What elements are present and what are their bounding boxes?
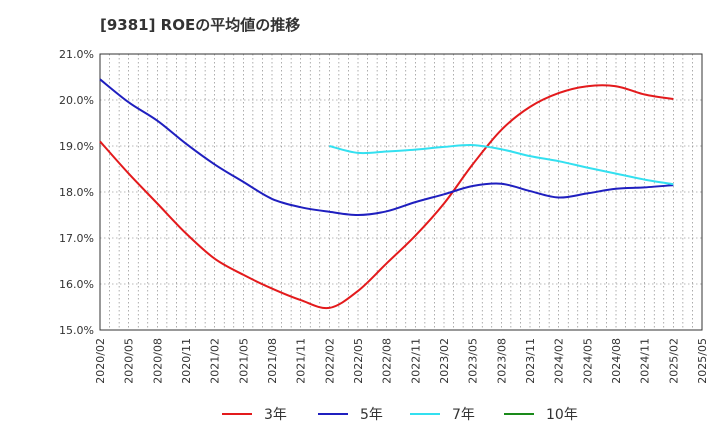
legend-label-1: 3年	[264, 407, 287, 423]
x-tick-label: 2021/08	[266, 338, 279, 384]
x-tick-label: 2023/05	[467, 338, 480, 384]
x-tick-label: 2021/11	[295, 338, 308, 384]
x-tick-label: 2025/02	[667, 338, 680, 384]
x-tick-label: 2024/08	[610, 338, 623, 384]
x-tick-label: 2020/11	[180, 338, 193, 384]
x-tick-label: 2023/02	[438, 338, 451, 384]
x-tick-label: 2023/08	[495, 338, 508, 384]
x-tick-label: 2024/11	[639, 338, 652, 384]
x-tick-label: 2024/02	[553, 338, 566, 384]
y-tick-label: 16.0%	[59, 278, 94, 291]
series-line-3	[329, 144, 674, 186]
x-tick-label: 2022/11	[409, 338, 422, 384]
y-tick-label: 18.0%	[59, 186, 94, 199]
series-line-2	[99, 78, 674, 217]
legend-label-4: 10年	[546, 407, 578, 423]
plot-frame	[99, 53, 703, 331]
y-tick-label: 21.0%	[59, 48, 94, 61]
y-tick-label: 20.0%	[59, 94, 94, 107]
x-tick-label: 2023/11	[524, 338, 537, 384]
legend-label-3: 7年	[452, 407, 475, 423]
x-tick-label: 2022/02	[323, 338, 336, 384]
x-tick-label: 2020/08	[151, 338, 164, 384]
x-tick-label: 2021/05	[237, 338, 250, 384]
x-tick-label: 2025/05	[696, 338, 709, 384]
x-tick-label: 2022/08	[381, 338, 394, 384]
y-tick-label: 17.0%	[59, 232, 94, 245]
x-tick-label: 2022/05	[352, 338, 365, 384]
x-tick-label: 2024/05	[581, 338, 594, 384]
y-tick-label: 15.0%	[59, 324, 94, 337]
x-tick-label: 2020/02	[94, 338, 107, 384]
series-line-1	[99, 84, 674, 310]
chart-title: [9381] ROEの平均値の推移	[100, 16, 301, 34]
x-tick-label: 2021/02	[209, 338, 222, 384]
x-tick-label: 2020/05	[123, 338, 136, 384]
y-tick-label: 19.0%	[59, 140, 94, 153]
legend-label-2: 5年	[360, 407, 383, 423]
